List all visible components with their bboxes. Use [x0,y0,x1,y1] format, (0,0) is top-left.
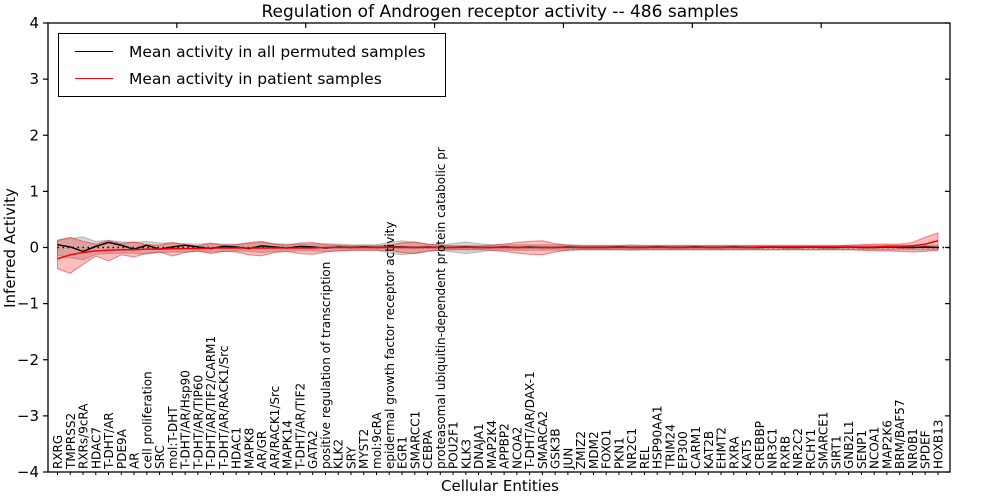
entity-tick-label: RXRB [778,436,792,469]
entity-tick-label: T-DHT/AR/TIF2 [293,383,307,470]
permuted-range-band [57,236,939,261]
entity-tick-label: SMARCC1 [408,411,422,469]
entity-tick-label: TMPRSS2 [64,413,78,470]
entity-tick-label: CREBBP [753,421,767,469]
entity-tick-label: T-DHT/AR/TIF2/CARM1 [204,336,218,470]
entity-tick-label: NR0B1 [906,428,920,469]
entity-tick-label: POU2F1 [447,421,461,469]
entity-tick-label: BRM/BAF57 [893,399,907,469]
entity-tick-label: PDE9A [115,428,129,469]
entity-tick-label: cell proliferation [140,371,154,469]
entity-tick-label: PKN1 [612,437,626,469]
entity-tick-label: RCHY1 [804,429,818,469]
y-tick-label: −3 [17,407,39,425]
entity-tick-label: AR [128,452,142,469]
entity-tick-label: MAP2K4 [485,420,499,469]
entity-tick-label: SENP1 [855,430,869,469]
patient-range-band [57,232,939,274]
entity-tick-label: NCOA2 [510,427,524,469]
entity-tick-label: T-DHT/AR/Hsp90 [179,370,193,470]
entity-tick-label: EP300 [676,431,690,469]
entity-tick-label: RXRG [51,435,65,469]
y-tick-label: 0 [29,239,39,257]
entity-tick-label: DNAJA1 [472,423,486,469]
entity-tick-label: positive regulation of transcription [319,262,333,469]
entity-tick-label: SMARCA2 [536,411,550,469]
entity-tick-label: MDM2 [587,431,601,469]
entity-tick-label: mol:T-DHT [166,406,180,469]
entity-tick-label: HSP90AA1 [651,405,665,469]
y-tick-label: −1 [17,295,39,313]
entity-tick-label: GSK3B [549,428,563,469]
y-tick-label: 1 [29,182,39,200]
entity-tick-label: CEBPA [421,429,435,469]
y-tick-label: 3 [29,70,39,88]
chart-title: Regulation of Androgen receptor activity… [261,2,739,22]
entity-tick-label: SRY [344,446,358,469]
entity-tick-label: NR3C1 [766,428,780,469]
entity-tick-label: MAP2K6 [880,420,894,469]
entity-tick-label: T-DHT/AR/DAX-1 [523,371,537,470]
entity-tick-label: KLK2 [332,439,346,469]
entity-tick-label: proteasomal ubiquitin-dependent protein … [434,147,448,469]
entity-tick-label: RXRs/9cRA [77,403,91,469]
y-tick-label: 4 [29,14,39,32]
entity-tick-label: SRC [153,445,167,469]
y-tick-label: −2 [17,351,39,369]
y-tick-label: 2 [29,126,39,144]
entity-tick-label: GNB2L1 [842,421,856,469]
entity-tick-label: CARM1 [689,426,703,469]
entity-tick-label: HDAC1 [230,427,244,469]
entity-tick-label: SMARCE1 [817,411,831,469]
entity-tick-label: SIRT1 [829,435,843,469]
entity-tick-label: HOXB13 [931,420,945,469]
entity-tick-label: EGR1 [396,436,410,469]
legend-item-patient: Mean activity in patient samples [59,66,445,92]
entity-tick-label: MYST2 [357,429,371,469]
entity-tick-label: AR/RACK1/Src [268,386,282,469]
entity-tick-label: FOXO1 [600,429,614,469]
entity-tick-label: KAT2B [702,431,716,469]
patient-mean-line [57,240,939,260]
entity-tick-label: REL [638,446,652,469]
legend: Mean activity in all permuted samples Me… [58,33,446,97]
entity-tick-label: ZMIZ2 [574,431,588,469]
entity-tick-label: KLK3 [459,439,473,469]
entity-tick-label: KAT5 [740,439,754,469]
entity-tick-label: NCOA1 [868,427,882,469]
patient-line-swatch [75,78,113,79]
entity-tick-label: SPDEF [919,430,933,469]
entity-tick-label: T-DHT/AR/RACK1/Src [217,346,231,470]
entity-tick-label: TRIM24 [663,424,677,470]
legend-label: Mean activity in all permuted samples [129,42,426,61]
entity-tick-label: MAPK14 [281,420,295,469]
permuted-line-swatch [75,51,113,52]
legend-item-permuted: Mean activity in all permuted samples [59,39,445,65]
y-tick-label: −4 [17,463,39,481]
entity-tick-label: EHMT2 [715,427,729,469]
entity-tick-label: GATA2 [306,430,320,469]
entity-tick-label: mol:9cRA [370,412,384,469]
entity-tick-label: JUN [561,448,575,470]
entity-tick-label: RXRA [727,436,741,469]
x-axis-label: Cellular Entities [441,477,559,495]
entity-tick-label: T-DHT/AR [102,412,116,470]
entity-tick-label: MAPK8 [242,428,256,469]
entity-tick-label: AR/GR [255,431,269,469]
entity-tick-label: APPBP2 [498,423,512,469]
entity-tick-label: NR2C2 [791,428,805,469]
entity-tick-label: NR2C1 [625,428,639,469]
entity-tick-label: T-DHT/AR/TIP60 [191,375,205,470]
legend-label: Mean activity in patient samples [129,69,382,88]
entity-tick-label: HDAC7 [89,427,103,469]
entity-tick-label: epidermal growth factor receptor activit… [383,222,397,469]
